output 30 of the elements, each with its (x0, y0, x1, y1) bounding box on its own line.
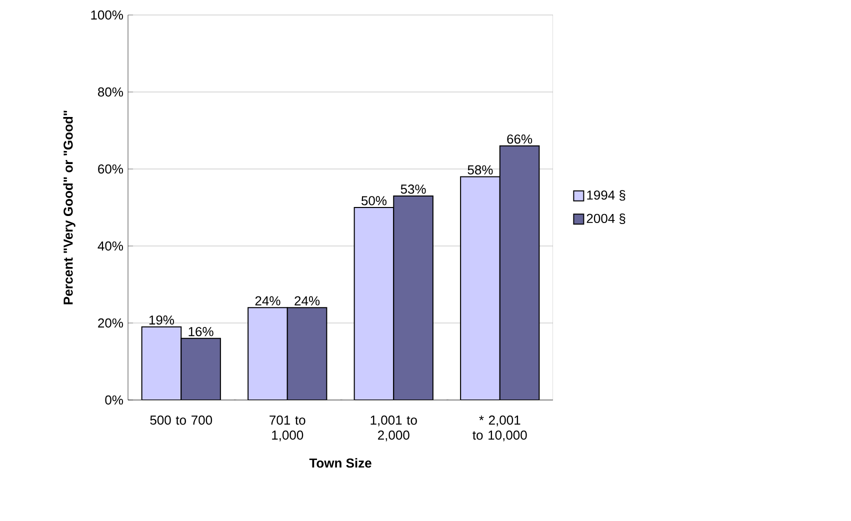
x-tick-label: 500 to 700 (150, 416, 212, 425)
data-label: 24% (294, 296, 320, 306)
y-tick-label: 20% (98, 318, 123, 328)
bar (180, 338, 221, 400)
data-label: 53% (400, 184, 426, 194)
y-tick-label: 0% (105, 395, 123, 405)
y-tick-label: 100% (91, 10, 123, 20)
bar (354, 206, 394, 400)
data-label: 58% (468, 165, 493, 174)
legend-label: 2004 § (586, 213, 626, 224)
x-tick-label: 701 to 1,000 (270, 416, 306, 442)
data-label: 19% (149, 315, 174, 325)
y-axis-title: Percent "Very Good" or "Good" (63, 110, 76, 304)
bar (460, 176, 500, 400)
bar (499, 145, 540, 400)
bar (248, 307, 288, 400)
x-axis-title: Town Size (309, 458, 372, 468)
y-tick-label: 80% (98, 87, 123, 97)
bar (286, 307, 328, 400)
x-tick-label: * 2,001 to 10,000 (472, 416, 527, 442)
x-tick-label: 1,001 to 2,000 (370, 416, 417, 442)
bar (141, 326, 182, 400)
data-label: 50% (361, 196, 387, 206)
y-tick-label: 60% (98, 164, 123, 174)
data-label: 24% (255, 296, 280, 306)
data-label: 66% (507, 134, 532, 144)
bar (393, 195, 434, 400)
y-tick-label: 40% (98, 241, 123, 251)
data-label: 16% (188, 326, 214, 336)
legend-label: 1994 § (587, 190, 626, 201)
